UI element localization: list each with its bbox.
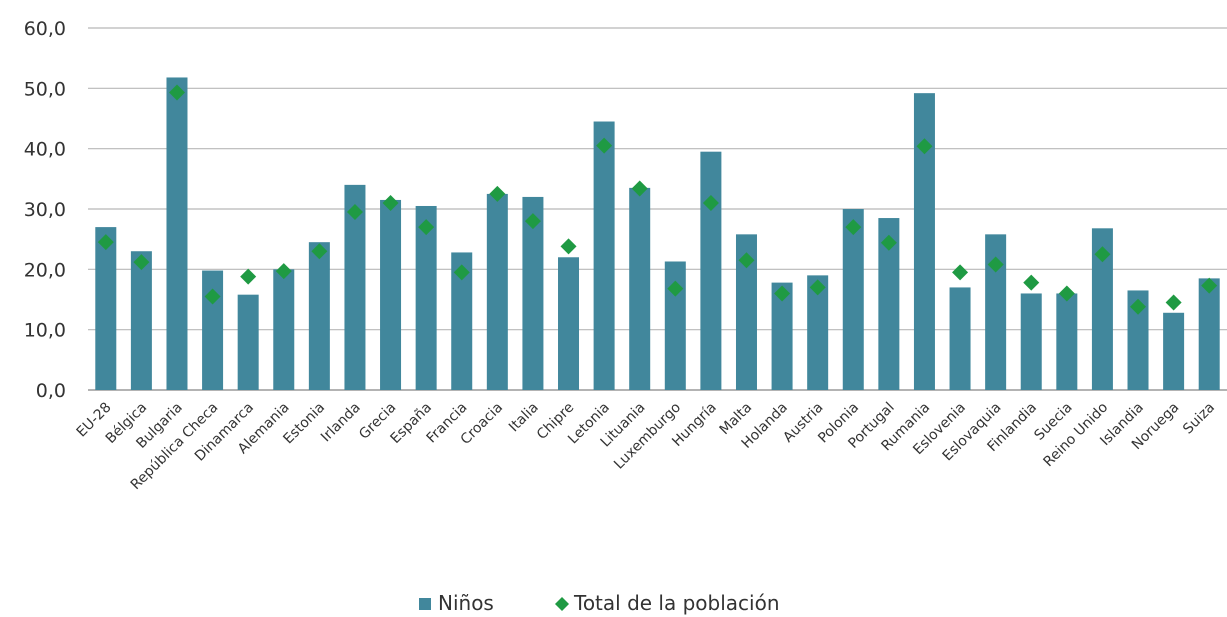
y-tick-label: 40,0 <box>24 139 66 161</box>
bar-ninos <box>486 193 508 390</box>
bar-ninos <box>700 151 722 390</box>
marker-total-poblacion <box>97 234 114 251</box>
marker-total-poblacion <box>631 180 648 197</box>
marker-total-poblacion <box>418 219 435 236</box>
bar-ninos <box>202 270 224 390</box>
bar-ninos <box>1091 228 1113 390</box>
marker-total-poblacion <box>774 285 791 302</box>
marker-total-poblacion <box>987 256 1004 273</box>
marker-total-poblacion <box>168 84 185 101</box>
marker-total-poblacion <box>560 238 577 255</box>
bar-ninos <box>949 287 971 390</box>
bar-ninos <box>273 269 295 390</box>
marker-total-poblacion <box>1165 294 1182 311</box>
bar-ninos <box>95 227 117 390</box>
bar-ninos <box>1056 293 1078 390</box>
legend-swatch-total <box>555 597 569 611</box>
marker-total-poblacion <box>667 280 684 297</box>
marker-total-poblacion <box>845 219 862 236</box>
marker-total-poblacion <box>524 213 541 230</box>
marker-total-poblacion <box>596 137 613 154</box>
bar-ninos <box>380 199 402 390</box>
gridlines <box>88 27 1227 391</box>
y-tick-label: 10,0 <box>24 320 66 342</box>
marker-total-poblacion <box>916 138 933 155</box>
marker-total-poblacion <box>809 279 826 296</box>
legend-swatch-ninos <box>419 598 431 610</box>
legend-label-total: Total de la población <box>573 591 780 615</box>
marker-total-poblacion <box>880 234 897 251</box>
bar-ninos <box>130 251 152 390</box>
x-tick-label: Irlanda <box>318 400 364 446</box>
markers <box>97 84 1218 315</box>
y-tick-label: 50,0 <box>24 78 66 100</box>
bar-ninos <box>1163 312 1185 390</box>
legend-label-ninos: Niños <box>438 591 494 615</box>
bar-ninos <box>344 184 366 390</box>
x-tick-label: Suiza <box>1180 400 1218 438</box>
y-tick-label: 0,0 <box>36 380 66 402</box>
bar-ninos <box>629 187 651 390</box>
marker-total-poblacion <box>952 264 969 281</box>
bar-ninos <box>842 209 864 390</box>
bar-ninos <box>451 252 473 390</box>
bar-ninos <box>771 282 793 390</box>
bar-ninos <box>735 234 757 390</box>
marker-total-poblacion <box>453 264 470 281</box>
bars <box>95 77 1220 391</box>
marker-total-poblacion <box>1094 246 1111 263</box>
y-tick-label: 60,0 <box>24 18 66 40</box>
marker-total-poblacion <box>738 252 755 269</box>
marker-total-poblacion <box>204 288 221 305</box>
marker-total-poblacion <box>1201 277 1218 294</box>
marker-total-poblacion <box>346 204 363 221</box>
marker-total-poblacion <box>275 263 292 280</box>
bar-ninos <box>664 261 686 390</box>
bar-ninos <box>1198 278 1220 390</box>
marker-total-poblacion <box>133 254 150 271</box>
y-tick-label: 30,0 <box>24 199 66 221</box>
bar-ninos <box>913 93 935 390</box>
bar-ninos <box>1127 290 1149 390</box>
bar-ninos <box>807 275 829 390</box>
bar-ninos <box>878 218 900 390</box>
marker-total-poblacion <box>1058 285 1075 302</box>
marker-total-poblacion <box>489 185 506 202</box>
bar-ninos <box>593 121 615 391</box>
marker-total-poblacion <box>1023 274 1040 291</box>
bar-ninos <box>522 196 544 390</box>
marker-total-poblacion <box>240 268 257 285</box>
marker-total-poblacion <box>311 243 328 260</box>
bar-ninos <box>166 77 188 391</box>
marker-total-poblacion <box>1130 298 1147 315</box>
bar-ninos <box>985 234 1007 390</box>
bar-ninos <box>558 257 580 390</box>
marker-total-poblacion <box>382 194 399 211</box>
y-tick-label: 20,0 <box>24 259 66 281</box>
marker-total-poblacion <box>702 194 719 211</box>
bar-ninos <box>308 242 330 390</box>
bar-ninos <box>415 205 437 390</box>
bar-ninos <box>237 294 259 390</box>
legend: Niños Total de la población <box>419 591 780 615</box>
bar-ninos <box>1020 293 1042 390</box>
y-axis-ticks: 0,0 10,0 20,0 30,0 40,0 50,0 60,0 <box>24 18 66 402</box>
